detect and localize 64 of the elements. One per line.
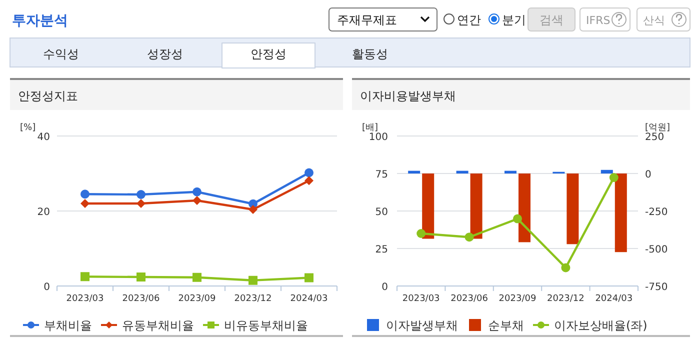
legend-label: 이자발생부채 [386,318,458,332]
y-tick-label: 25 [375,244,388,256]
point [464,232,474,242]
point [304,273,314,282]
x-tick-label: 2023/03 [402,294,440,304]
y-tick-label: 50 [375,207,388,218]
point [192,187,202,196]
legend-label: 비유동부채비율 [224,318,308,332]
x-tick-label: 2023/09 [178,294,216,304]
text: 검색 [540,13,564,27]
x-tick-label: 2023/12 [234,294,272,304]
text: 안정성 [250,47,286,61]
y-axis-title: [배] [362,123,378,133]
point [304,168,314,178]
text: 연간 [457,13,481,27]
y2-tick-label: 250 [645,132,664,143]
y-axis-title: [%] [20,123,36,133]
y-tick-label: 100 [368,132,388,143]
legend-label: 부채비율 [44,318,92,332]
text: 활동성 [352,47,388,61]
text: 수익성 [43,47,79,61]
point [136,190,146,199]
text: 투자분석 [12,13,68,29]
text: IFRS [586,14,610,27]
text: 산식 [643,14,665,27]
x-tick-label: 2024/03 [290,294,328,304]
y2-tick-label: -750 [645,282,668,293]
y-tick-label: 75 [375,170,388,180]
point [80,199,90,208]
text: 분기 [502,13,526,27]
point [513,214,522,224]
x-tick-label: 2023/09 [498,294,536,304]
x-tick-label: 2023/03 [66,294,104,304]
point [80,190,90,199]
chart-title: 안정성지표 [18,89,78,103]
point [136,272,146,282]
point [80,272,90,282]
x-tick-label: 2024/03 [595,294,633,304]
y2-tick-label: -500 [645,244,668,256]
point [561,263,570,272]
text: 주재무제표 [337,13,397,27]
x-tick-label: 2023/12 [547,294,584,304]
x-tick-label: 2023/06 [122,294,160,304]
point [416,229,426,238]
y2-tick-label: 0 [645,170,652,180]
point [136,199,146,208]
point [609,173,618,182]
point [248,205,258,214]
text: 성장성 [147,47,183,61]
legend-label: 순부채 [488,318,524,332]
point [304,176,314,186]
y2-tick-label: -250 [645,207,668,218]
y-tick-label: 20 [37,207,50,218]
chart-title: 이자비용발생부채 [360,89,456,103]
legend-label: 유동부채비율 [122,318,194,332]
point [248,276,258,285]
point [192,196,202,205]
y-tick-label: 0 [382,282,388,293]
legend-label: 이자보상배율(좌) [554,318,648,332]
y-tick-label: 40 [37,132,50,143]
point [192,272,202,282]
y2-axis-title: [억원] [645,123,670,133]
y-tick-label: 0 [44,282,50,293]
x-tick-label: 2023/06 [450,294,488,304]
